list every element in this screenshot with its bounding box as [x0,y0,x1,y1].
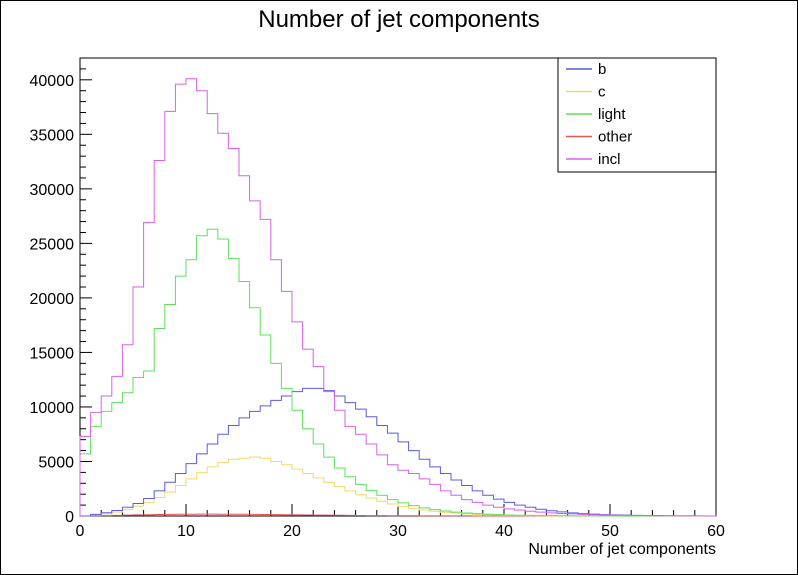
y-tick-label: 15000 [30,345,75,362]
legend-label-b: b [598,61,606,78]
legend: bc light other incl [557,57,717,173]
y-tick-label: 20000 [30,291,75,308]
legend-label-c: c [598,84,606,101]
x-axis-title: Number of jet components [528,541,716,558]
x-tick-label: 0 [76,523,85,540]
legend-label-incl: incl [598,151,621,168]
legend-label-other: other [598,129,632,146]
y-tick-label: 30000 [30,182,75,199]
x-tick-label: 50 [601,523,619,540]
x-tick-label: 40 [495,523,513,540]
series-light-histogram [79,228,716,517]
series-layer [79,78,717,517]
y-tick-label: 25000 [30,236,75,253]
y-tick-label: 10000 [30,400,75,417]
y-tick-label: 0 [65,509,74,526]
axis-ticks: 0 10 20 30 40 50 60 0 5000 10000 15000 20000 25000 30… [30,57,725,540]
y-tick-label: 5000 [38,454,74,471]
y-tick-label: 35000 [30,127,75,144]
series-b-histogram [80,387,717,517]
chart-title: Number of jet components [258,6,539,33]
x-tick-label: 10 [177,523,195,540]
x-tick-label: 30 [389,523,407,540]
legend-box [557,57,717,173]
x-tick-label: 60 [707,523,725,540]
series-incl-histogram [79,78,717,517]
legend-label-light: light [598,106,626,123]
x-tick-label: 20 [283,523,301,540]
y-tick-label: 40000 [30,73,75,90]
